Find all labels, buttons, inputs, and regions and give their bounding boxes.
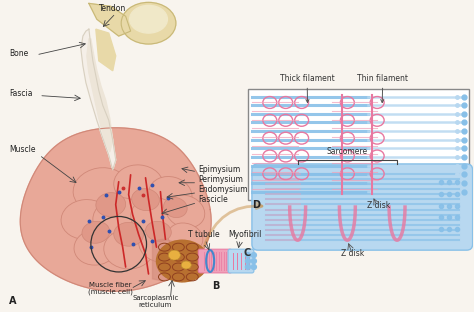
Ellipse shape: [168, 250, 180, 260]
Text: Endomysium: Endomysium: [198, 185, 248, 194]
Text: B: B: [212, 281, 219, 291]
Ellipse shape: [114, 222, 144, 246]
Circle shape: [251, 253, 256, 258]
Circle shape: [251, 259, 256, 264]
Text: Tendon: Tendon: [99, 4, 126, 13]
Text: Thin filament: Thin filament: [357, 74, 408, 103]
Text: Z disk: Z disk: [367, 201, 391, 210]
Ellipse shape: [93, 197, 148, 241]
Text: Bone: Bone: [9, 49, 28, 58]
Ellipse shape: [132, 189, 159, 211]
Text: Z disk: Z disk: [341, 249, 364, 258]
Polygon shape: [89, 3, 131, 36]
Ellipse shape: [96, 193, 126, 217]
Text: A: A: [9, 296, 17, 306]
FancyBboxPatch shape: [252, 164, 473, 250]
Polygon shape: [87, 39, 113, 152]
Circle shape: [246, 265, 250, 270]
Text: Fascia: Fascia: [9, 89, 33, 98]
Text: C: C: [244, 248, 251, 258]
Circle shape: [246, 253, 250, 258]
Text: T tubule: T tubule: [188, 230, 220, 239]
Ellipse shape: [114, 165, 164, 205]
Text: Epimysium: Epimysium: [198, 165, 240, 174]
Ellipse shape: [61, 200, 111, 239]
Polygon shape: [153, 239, 182, 282]
Ellipse shape: [139, 226, 182, 262]
Text: Perimysium: Perimysium: [198, 175, 243, 184]
Polygon shape: [81, 29, 116, 170]
Ellipse shape: [146, 221, 171, 241]
Ellipse shape: [166, 195, 205, 228]
FancyBboxPatch shape: [228, 249, 254, 273]
Ellipse shape: [164, 197, 187, 217]
Text: D: D: [252, 200, 260, 210]
Circle shape: [246, 259, 250, 264]
Ellipse shape: [82, 221, 109, 243]
Ellipse shape: [73, 168, 128, 212]
Polygon shape: [96, 29, 116, 71]
Ellipse shape: [156, 240, 208, 282]
Text: Fascicle: Fascicle: [198, 195, 228, 204]
Ellipse shape: [74, 229, 118, 265]
Ellipse shape: [149, 177, 192, 213]
Text: Muscle: Muscle: [9, 145, 36, 154]
Ellipse shape: [129, 5, 167, 33]
Text: Thick filament: Thick filament: [280, 74, 335, 103]
Ellipse shape: [131, 197, 180, 237]
FancyBboxPatch shape: [248, 89, 469, 200]
Ellipse shape: [104, 229, 154, 269]
Ellipse shape: [182, 261, 191, 269]
Circle shape: [251, 265, 256, 270]
Text: Muscle fiber
(muscle cell): Muscle fiber (muscle cell): [88, 282, 133, 295]
Ellipse shape: [168, 223, 203, 251]
Ellipse shape: [121, 2, 176, 44]
Polygon shape: [20, 128, 211, 291]
Text: Sarcomere: Sarcomere: [327, 147, 368, 156]
FancyBboxPatch shape: [198, 249, 232, 273]
Text: Myofibril: Myofibril: [228, 230, 262, 239]
Text: Sarcoplasmic
reticulum: Sarcoplasmic reticulum: [132, 295, 179, 308]
